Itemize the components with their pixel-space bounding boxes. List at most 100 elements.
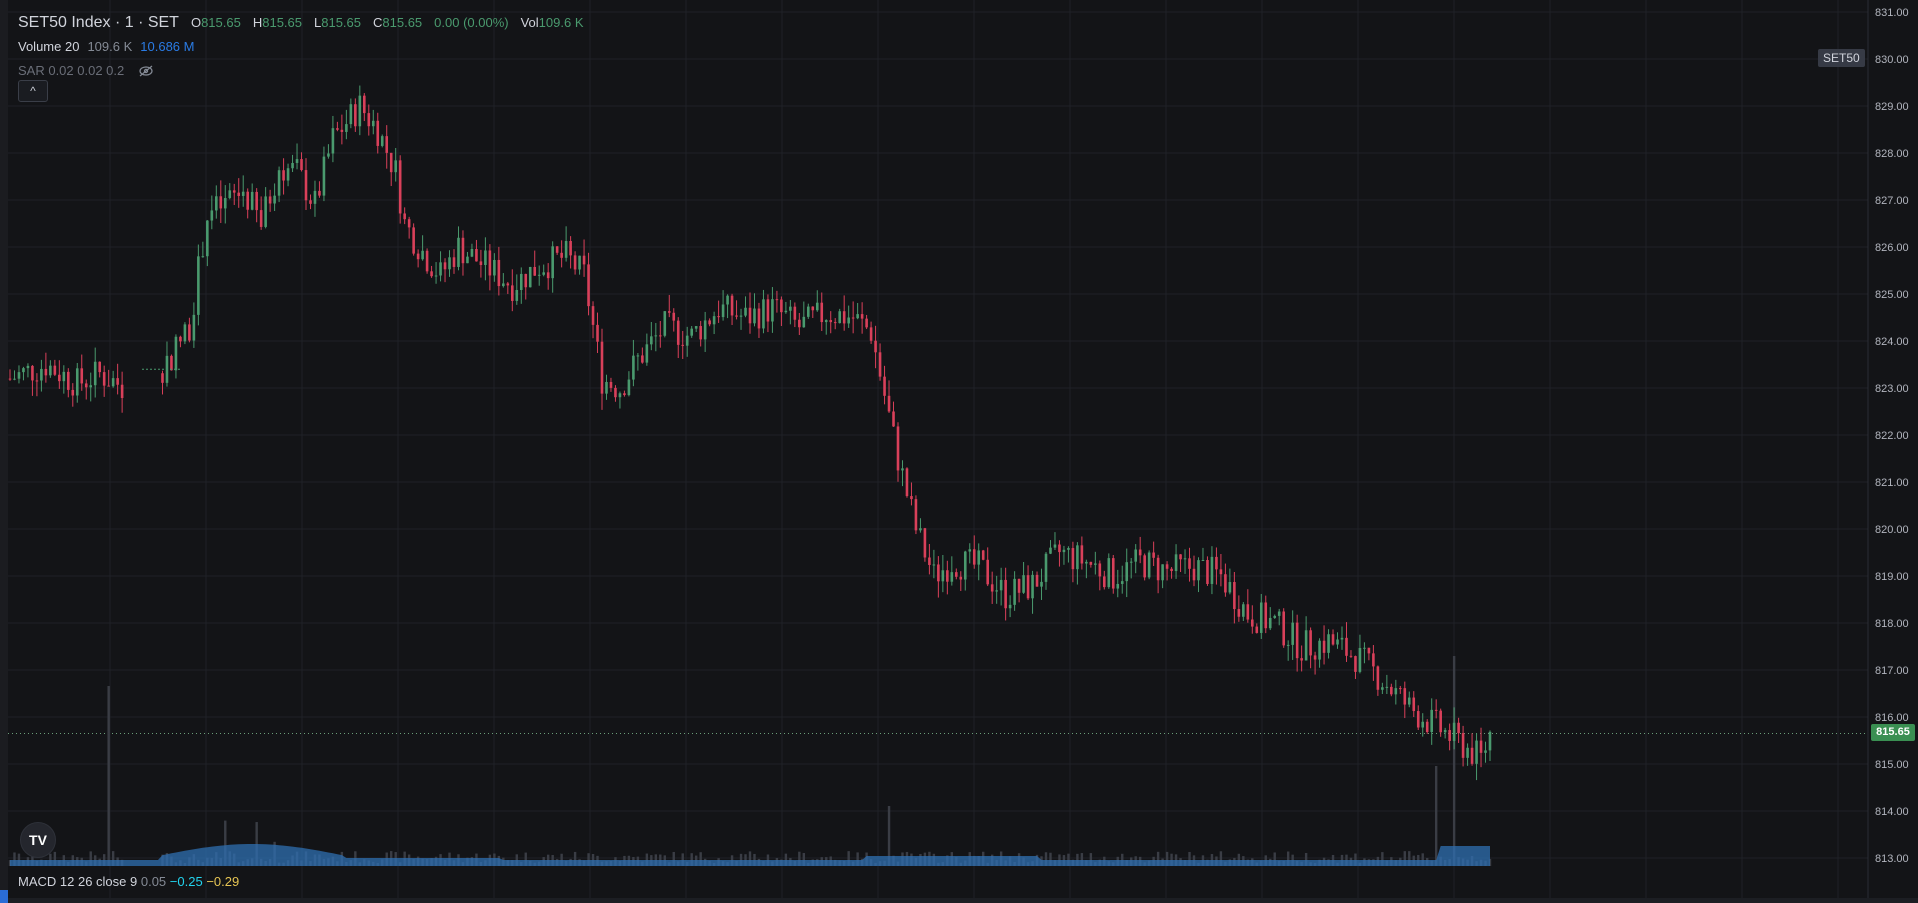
candle-body [771, 299, 774, 322]
pane-handle[interactable] [0, 890, 8, 903]
candle-body [659, 335, 662, 337]
candle-body [990, 584, 994, 592]
candle-body [22, 368, 25, 373]
candle-body [300, 159, 303, 171]
candle-body [1013, 578, 1016, 605]
volume-bar [1049, 852, 1052, 866]
candle-body [1457, 722, 1460, 734]
volume-bar [1408, 851, 1411, 866]
volume-bar [1434, 766, 1438, 866]
volume-indicator-row[interactable]: Volume 20 109.6 K 10.686 M [18, 35, 588, 59]
candle-body [605, 381, 608, 394]
candle-body [1228, 582, 1232, 593]
macd-legend[interactable]: MACD 12 26 close 9 0.05 −0.25 −0.29 [18, 874, 239, 889]
candle-body [842, 311, 846, 324]
candle-body [197, 256, 200, 315]
volume-bar [1304, 852, 1308, 866]
candle-body [1147, 552, 1151, 578]
candle-body [232, 190, 236, 193]
candle-body [815, 302, 819, 311]
candle-body [1022, 575, 1025, 593]
vol-value: 109.6 K [538, 15, 584, 30]
candle-body [591, 306, 595, 325]
candle-body [708, 320, 711, 325]
candle-body [367, 113, 371, 127]
candle-body [1358, 647, 1362, 672]
candle-body [820, 302, 824, 323]
candle-body [1219, 569, 1223, 575]
candle-body [461, 237, 465, 264]
sar-indicator-row[interactable]: SAR 0.02 0.02 0.2 [18, 59, 588, 83]
candle-body [632, 355, 635, 380]
collapse-legend-button[interactable]: ^ [18, 80, 48, 102]
close-value: 815.65 [382, 15, 423, 30]
candle-body [1349, 655, 1353, 657]
candle-body [1336, 639, 1339, 645]
candle-body [277, 170, 281, 196]
low-value: 815.65 [321, 15, 361, 30]
candle-body [1170, 568, 1173, 572]
symbol-title[interactable]: SET50 Index · 1 · SET [18, 13, 179, 31]
candle-body [807, 306, 810, 317]
candle-body [1161, 564, 1164, 581]
candle-body [421, 250, 424, 260]
volume-bar [53, 851, 57, 866]
candle-body [1188, 558, 1191, 569]
candle-body [1233, 582, 1236, 610]
candle-body [1044, 553, 1048, 582]
candle-body [1224, 574, 1227, 593]
macd-pane-divider[interactable] [0, 898, 1918, 903]
y-tick-label: 822.00 [1875, 430, 1909, 442]
price-axis[interactable]: 813.00 814.00 815.00 816.00 817.00 818.00 819.… [1867, 0, 1909, 903]
candle-body [730, 295, 734, 316]
volume-bar [49, 853, 52, 866]
candle-body [488, 250, 492, 276]
candle-body [694, 326, 698, 329]
candle-body [1040, 581, 1043, 587]
candle-body [1201, 559, 1205, 561]
candle-body [555, 246, 559, 253]
volume-bar [1403, 851, 1406, 866]
candle-body [784, 310, 788, 313]
candle-body [511, 285, 514, 301]
candle-body [1134, 549, 1137, 562]
candle-body [959, 576, 963, 580]
hidden-eye-icon[interactable] [138, 65, 154, 77]
chart-legend: SET50 Index · 1 · SET O815.65 H815.65 L8… [18, 10, 588, 83]
candle-body [502, 283, 505, 287]
candle-body [946, 570, 949, 582]
candle-body [443, 262, 447, 270]
candle-body [336, 128, 339, 130]
candle-body [829, 320, 833, 323]
volume-bar [573, 851, 577, 866]
volume-bar [560, 853, 563, 866]
candle-body [215, 196, 218, 211]
volume-bar [1452, 656, 1456, 866]
candle-body [237, 192, 241, 196]
candle-body [246, 191, 249, 210]
candle-body [295, 159, 299, 163]
candle-body [838, 311, 841, 324]
candle-body [537, 274, 541, 276]
candle-body [582, 255, 586, 265]
candle-body [1322, 640, 1326, 653]
candle-body [1381, 687, 1384, 690]
tradingview-logo[interactable]: TV [20, 822, 56, 858]
change-value: 0.00 (0.00%) [434, 14, 509, 30]
volume-bar [672, 851, 675, 866]
y-tick-label: 830.00 [1875, 54, 1909, 66]
candle-body [775, 299, 779, 301]
candle-body [376, 120, 380, 146]
volume-bar [524, 852, 527, 866]
candle-body [466, 256, 469, 264]
candle-body [1484, 750, 1487, 753]
volume-bar [1076, 853, 1079, 866]
volume-bar [1080, 853, 1084, 866]
candle-body [676, 320, 680, 345]
candle-body [641, 355, 644, 363]
candle-body [1004, 579, 1007, 609]
candle-body [685, 335, 689, 346]
candle-body [1304, 630, 1308, 661]
candle-body [349, 104, 353, 125]
